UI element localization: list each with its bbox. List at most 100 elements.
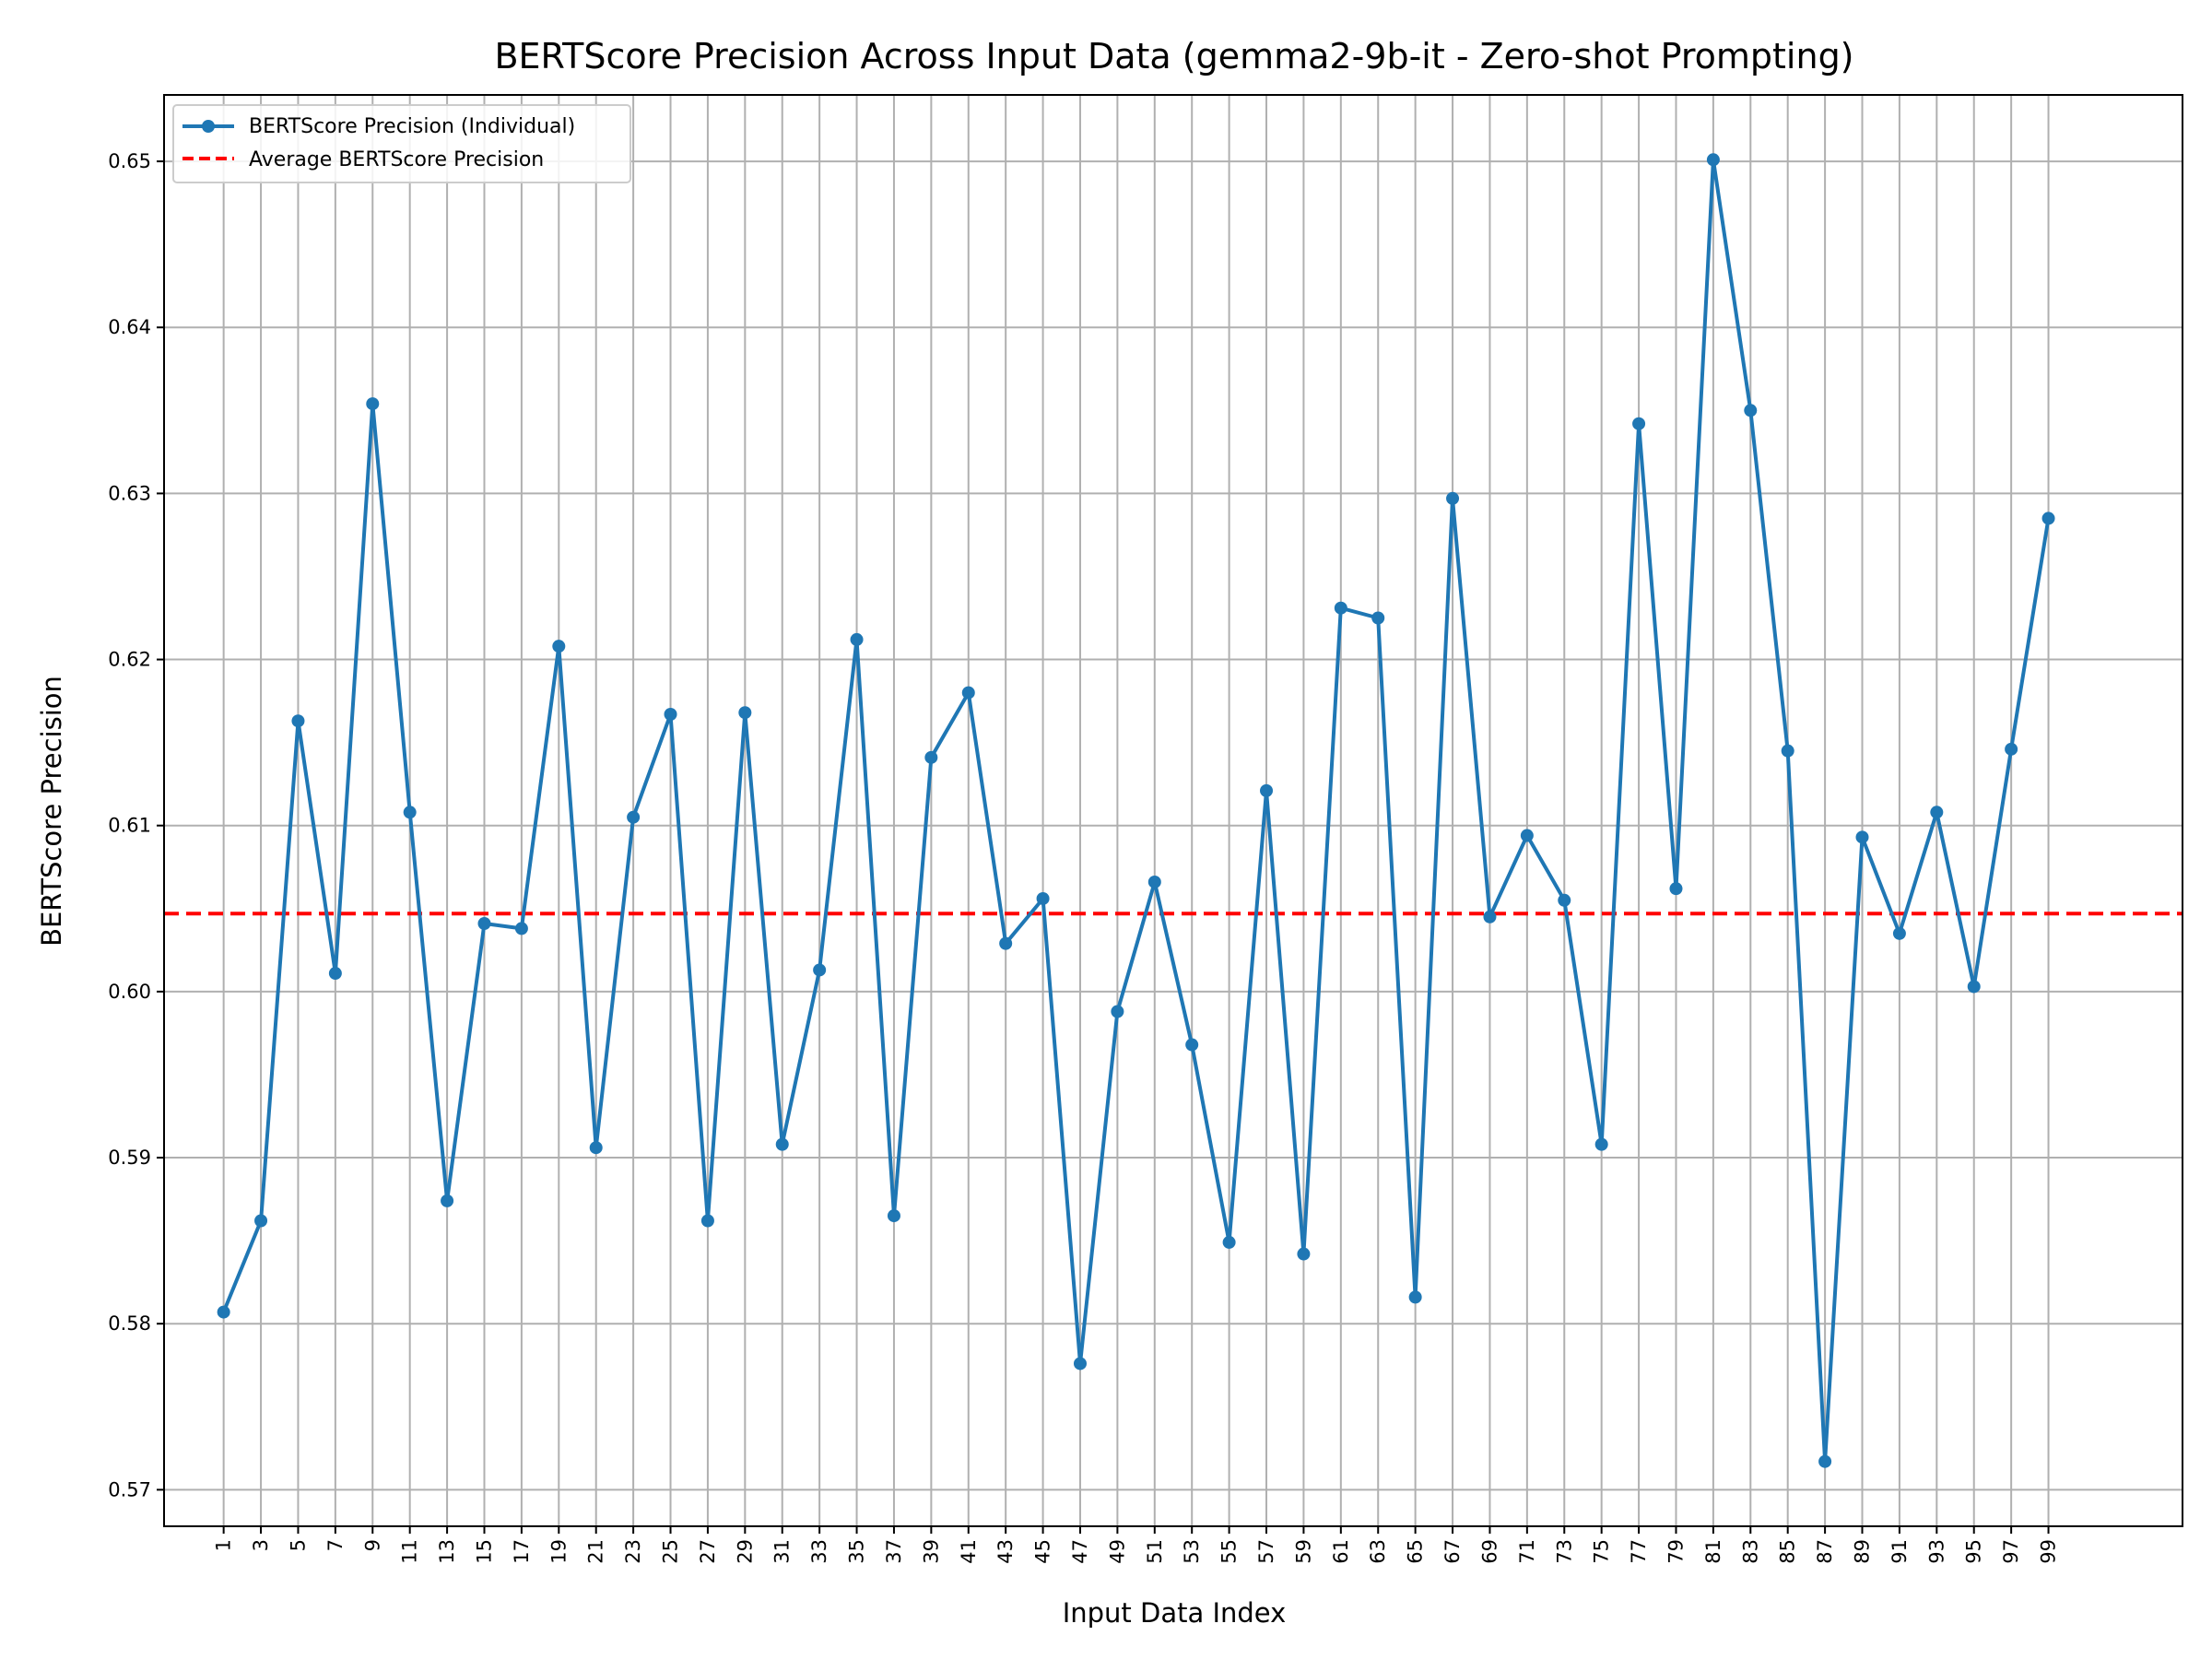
- x-tick-label: 17: [511, 1539, 533, 1564]
- data-point: [887, 1209, 900, 1223]
- x-tick-label: 77: [1628, 1539, 1650, 1564]
- y-tick-label: 0.59: [108, 1147, 151, 1169]
- data-point: [738, 706, 752, 720]
- data-point: [477, 917, 491, 931]
- y-tick-label: 0.62: [108, 649, 151, 671]
- x-tick-label: 37: [883, 1539, 905, 1564]
- data-point: [366, 397, 380, 411]
- x-tick-label: 83: [1739, 1539, 1761, 1564]
- data-point: [217, 1305, 230, 1319]
- data-point: [813, 963, 827, 977]
- plot-frame: [163, 94, 2183, 1527]
- x-tick-label: 65: [1405, 1539, 1427, 1564]
- x-tick-label: 23: [622, 1539, 644, 1564]
- data-point: [403, 806, 417, 819]
- data-point: [999, 936, 1013, 950]
- data-point: [1371, 611, 1385, 625]
- data-point: [1334, 601, 1347, 615]
- data-point: [552, 640, 566, 653]
- x-tick-label: 67: [1441, 1539, 1464, 1564]
- x-axis-ticks: 1 3 5 7 9 11 13 15 17 19 21 23 25 27 29 31 33 35 37 39 41 43 4…: [213, 1526, 2060, 1564]
- series-line: [221, 158, 2051, 1464]
- data-point: [1594, 1137, 1608, 1151]
- x-tick-label: 39: [920, 1539, 942, 1564]
- legend: BERTScore Precision (Individual) Average…: [172, 104, 631, 183]
- x-tick-label: 99: [2038, 1539, 2060, 1564]
- x-tick-label: 51: [1144, 1539, 1166, 1564]
- data-point: [1222, 1235, 1236, 1249]
- x-tick-label: 35: [846, 1539, 868, 1564]
- y-axis-label: BERTScore Precision: [36, 676, 67, 947]
- legend-box: [172, 104, 631, 183]
- x-axis-label: Input Data Index: [1063, 1597, 1287, 1629]
- x-tick-label: 87: [1814, 1539, 1836, 1564]
- data-point: [1520, 829, 1534, 842]
- data-point: [1408, 1290, 1422, 1304]
- data-point: [2005, 742, 2018, 756]
- data-point: [1446, 491, 1460, 505]
- legend-series-label: BERTScore Precision (Individual): [249, 115, 575, 138]
- data-point: [700, 1214, 714, 1228]
- x-tick-label: 1: [213, 1539, 235, 1551]
- data-point: [1260, 783, 1274, 797]
- chart-title: BERTScore Precision Across Input Data (g…: [494, 36, 1853, 76]
- data-point: [1558, 893, 1571, 907]
- series-layer: [217, 153, 2055, 1468]
- x-tick-label: 89: [1852, 1539, 1874, 1564]
- y-tick-label: 0.58: [108, 1312, 151, 1335]
- data-point: [1036, 891, 1050, 905]
- y-tick-label: 0.57: [108, 1478, 151, 1500]
- data-point: [1632, 417, 1646, 430]
- x-tick-label: 95: [1963, 1539, 1985, 1564]
- x-tick-label: 79: [1665, 1539, 1687, 1564]
- x-tick-label: 91: [1888, 1539, 1911, 1564]
- x-tick-label: 29: [734, 1539, 756, 1564]
- data-point: [775, 1137, 789, 1151]
- x-tick-label: 27: [697, 1539, 719, 1564]
- x-tick-label: 49: [1106, 1539, 1128, 1564]
- x-tick-label: 45: [1032, 1539, 1054, 1564]
- x-tick-label: 47: [1069, 1539, 1091, 1564]
- x-tick-label: 73: [1553, 1539, 1575, 1564]
- x-tick-label: 5: [287, 1539, 309, 1551]
- x-tick-label: 61: [1330, 1539, 1352, 1564]
- x-tick-label: 19: [547, 1539, 570, 1564]
- legend-average-label: Average BERTScore Precision: [249, 148, 544, 171]
- data-point: [254, 1214, 268, 1228]
- x-tick-label: 53: [1181, 1539, 1203, 1564]
- y-tick-label: 0.60: [108, 981, 151, 1003]
- data-point: [1073, 1357, 1087, 1371]
- data-point: [1855, 830, 1869, 844]
- x-tick-label: 15: [473, 1539, 495, 1564]
- data-point: [664, 708, 677, 722]
- data-point: [441, 1194, 454, 1207]
- y-tick-label: 0.64: [108, 316, 151, 338]
- data-point: [2041, 512, 2055, 525]
- data-point: [514, 922, 528, 935]
- data-point: [1892, 926, 1906, 940]
- data-point: [1781, 744, 1794, 758]
- grid-lines: [164, 95, 2183, 1526]
- data-point: [627, 810, 641, 824]
- data-point: [1930, 806, 1944, 819]
- data-point: [291, 714, 305, 728]
- data-point: [328, 967, 342, 981]
- x-tick-label: 81: [1702, 1539, 1724, 1564]
- x-tick-label: 11: [399, 1539, 421, 1564]
- x-tick-label: 21: [585, 1539, 607, 1564]
- x-tick-label: 69: [1478, 1539, 1500, 1564]
- data-point: [1483, 910, 1497, 924]
- data-point: [1297, 1247, 1311, 1261]
- x-tick-label: 75: [1591, 1539, 1613, 1564]
- x-tick-label: 97: [2000, 1539, 2022, 1564]
- x-tick-label: 33: [808, 1539, 830, 1564]
- y-axis-ticks: 0.57 0.58 0.59 0.60 0.61 0.62 0.63 0.64 0.65: [108, 150, 164, 1500]
- x-tick-label: 57: [1255, 1539, 1277, 1564]
- data-point: [850, 632, 864, 646]
- x-tick-label: 7: [324, 1539, 347, 1551]
- x-tick-label: 93: [1925, 1539, 1947, 1564]
- data-point: [589, 1141, 603, 1155]
- x-tick-label: 63: [1367, 1539, 1389, 1564]
- data-point: [1185, 1038, 1199, 1052]
